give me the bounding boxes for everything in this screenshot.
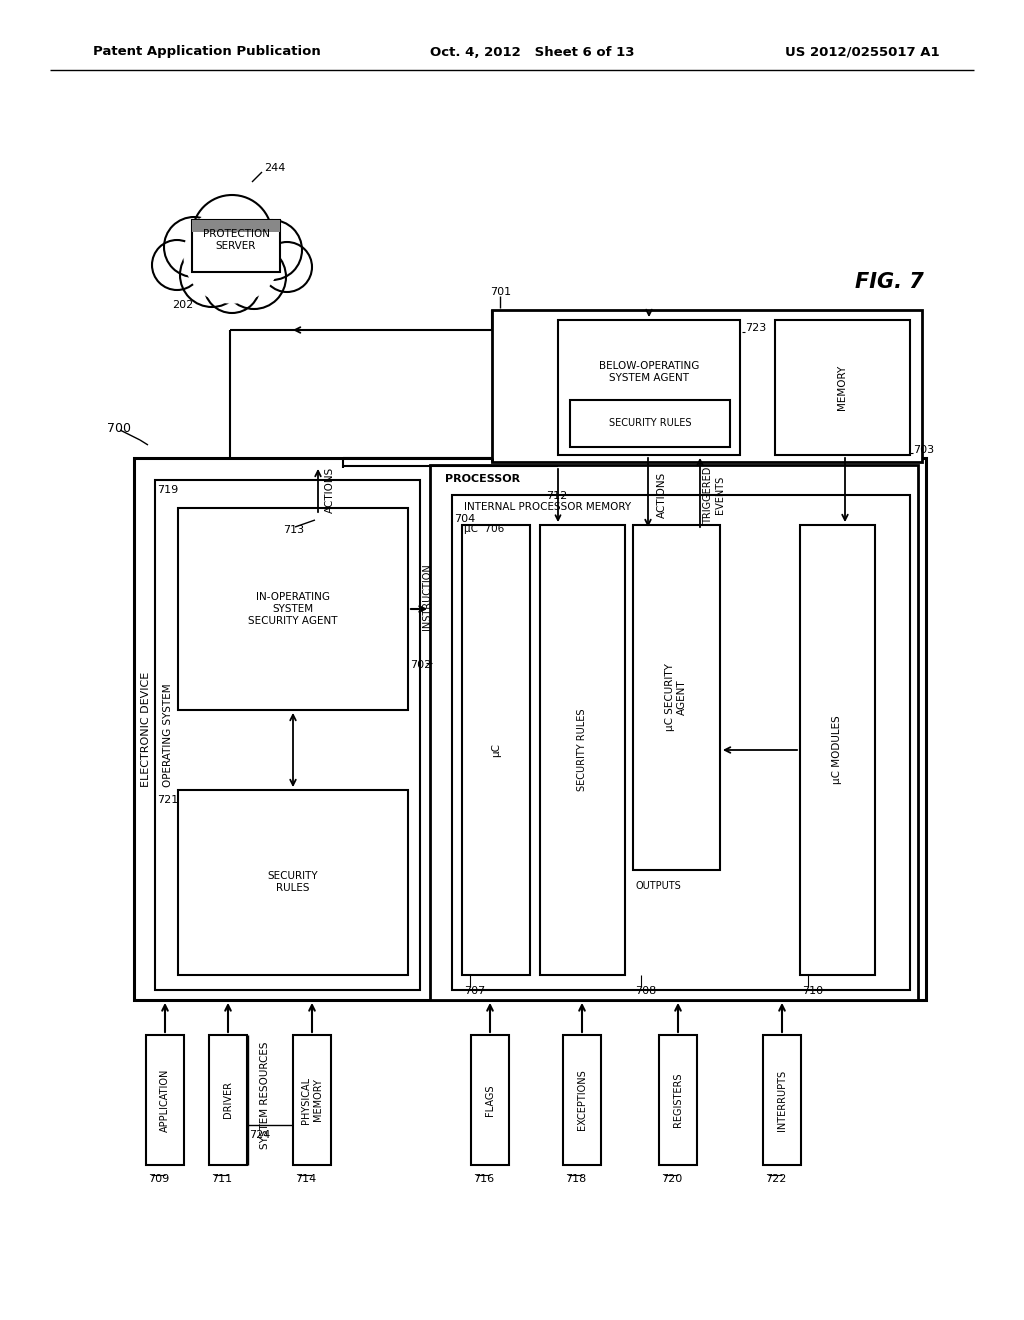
Text: 718: 718 bbox=[565, 1173, 587, 1184]
Bar bbox=[492, 310, 922, 462]
Text: EXCEPTIONS: EXCEPTIONS bbox=[577, 1069, 587, 1130]
Text: 702: 702 bbox=[410, 660, 431, 671]
Text: 710: 710 bbox=[802, 986, 823, 997]
Bar bbox=[800, 525, 874, 975]
Text: INSTRUCTION: INSTRUCTION bbox=[422, 564, 432, 631]
Text: IN-OPERATING
SYSTEM
SECURITY AGENT: IN-OPERATING SYSTEM SECURITY AGENT bbox=[248, 593, 338, 626]
Text: 716: 716 bbox=[473, 1173, 495, 1184]
Text: ACTIONS: ACTIONS bbox=[325, 467, 335, 513]
Text: BELOW-OPERATING
SYSTEM AGENT: BELOW-OPERATING SYSTEM AGENT bbox=[599, 362, 699, 383]
Text: TRIGGERED
EVENTS: TRIGGERED EVENTS bbox=[703, 466, 725, 524]
Text: SECURITY
RULES: SECURITY RULES bbox=[267, 871, 318, 892]
Bar bbox=[462, 525, 530, 975]
Circle shape bbox=[242, 220, 302, 280]
Text: 723: 723 bbox=[745, 323, 766, 333]
Text: 703: 703 bbox=[913, 445, 934, 455]
Bar bbox=[193, 220, 280, 232]
Text: APPLICATION: APPLICATION bbox=[160, 1068, 170, 1131]
Circle shape bbox=[262, 242, 312, 292]
Text: REGISTERS: REGISTERS bbox=[673, 1073, 683, 1127]
Bar bbox=[633, 525, 720, 870]
Bar bbox=[570, 400, 730, 447]
Text: 712: 712 bbox=[546, 491, 567, 502]
Circle shape bbox=[152, 240, 202, 290]
Bar bbox=[659, 1035, 697, 1166]
Bar bbox=[775, 319, 910, 455]
Text: ELECTRONIC DEVICE: ELECTRONIC DEVICE bbox=[141, 672, 151, 787]
Bar bbox=[193, 220, 280, 272]
Text: 724: 724 bbox=[249, 1130, 270, 1140]
Text: 244: 244 bbox=[264, 162, 286, 173]
Bar bbox=[155, 480, 420, 990]
Text: FLAGS: FLAGS bbox=[485, 1084, 495, 1115]
Text: Patent Application Publication: Patent Application Publication bbox=[93, 45, 321, 58]
Text: OUTPUTS: OUTPUTS bbox=[635, 880, 681, 891]
Text: FIG. 7: FIG. 7 bbox=[855, 272, 924, 292]
Text: INTERNAL PROCESSOR MEMORY: INTERNAL PROCESSOR MEMORY bbox=[464, 502, 631, 512]
Text: PHYSICAL
MEMORY: PHYSICAL MEMORY bbox=[301, 1076, 323, 1123]
Text: 722: 722 bbox=[765, 1173, 786, 1184]
Bar bbox=[146, 1035, 184, 1166]
Text: SYSTEM RESOURCES: SYSTEM RESOURCES bbox=[260, 1041, 270, 1148]
Text: 720: 720 bbox=[662, 1173, 682, 1184]
Text: μC: μC bbox=[490, 743, 501, 756]
Bar bbox=[563, 1035, 601, 1166]
Text: 713: 713 bbox=[283, 525, 304, 535]
Circle shape bbox=[184, 207, 280, 304]
Text: 202: 202 bbox=[172, 300, 194, 310]
Bar bbox=[178, 789, 408, 975]
Bar bbox=[763, 1035, 801, 1166]
Circle shape bbox=[193, 195, 272, 275]
Text: INTERRUPTS: INTERRUPTS bbox=[777, 1069, 787, 1130]
Bar bbox=[540, 525, 625, 975]
Text: SECURITY RULES: SECURITY RULES bbox=[577, 709, 587, 791]
Text: MEMORY: MEMORY bbox=[837, 364, 847, 409]
Bar bbox=[178, 508, 408, 710]
Bar bbox=[471, 1035, 509, 1166]
Text: DRIVER: DRIVER bbox=[223, 1081, 233, 1118]
Text: US 2012/0255017 A1: US 2012/0255017 A1 bbox=[785, 45, 940, 58]
Text: ACTIONS: ACTIONS bbox=[657, 471, 667, 519]
Text: OPERATING SYSTEM: OPERATING SYSTEM bbox=[163, 684, 173, 787]
Bar bbox=[209, 1035, 247, 1166]
Bar bbox=[452, 495, 910, 990]
Circle shape bbox=[164, 216, 224, 277]
Text: 711: 711 bbox=[211, 1173, 232, 1184]
Text: 704: 704 bbox=[454, 513, 475, 524]
Text: μC  706: μC 706 bbox=[464, 524, 504, 535]
Bar bbox=[430, 465, 918, 1001]
Text: μC MODULES: μC MODULES bbox=[831, 715, 842, 784]
Text: SECURITY RULES: SECURITY RULES bbox=[608, 418, 691, 428]
Text: 707: 707 bbox=[464, 986, 485, 997]
Text: PROCESSOR: PROCESSOR bbox=[445, 474, 520, 484]
Bar bbox=[558, 319, 740, 455]
Bar bbox=[134, 458, 926, 1001]
Bar bbox=[293, 1035, 331, 1166]
Circle shape bbox=[180, 243, 244, 308]
Text: 708: 708 bbox=[635, 986, 656, 997]
Text: 700: 700 bbox=[106, 421, 131, 434]
Text: 714: 714 bbox=[295, 1173, 316, 1184]
Text: 721: 721 bbox=[157, 795, 178, 805]
Circle shape bbox=[204, 257, 260, 313]
Text: 701: 701 bbox=[490, 286, 511, 297]
Text: 709: 709 bbox=[148, 1173, 169, 1184]
Text: 719: 719 bbox=[157, 484, 178, 495]
Text: μC SECURITY
AGENT: μC SECURITY AGENT bbox=[666, 663, 687, 731]
Text: PROTECTION
SERVER: PROTECTION SERVER bbox=[203, 230, 269, 251]
Text: Oct. 4, 2012   Sheet 6 of 13: Oct. 4, 2012 Sheet 6 of 13 bbox=[430, 45, 635, 58]
Circle shape bbox=[222, 246, 286, 309]
